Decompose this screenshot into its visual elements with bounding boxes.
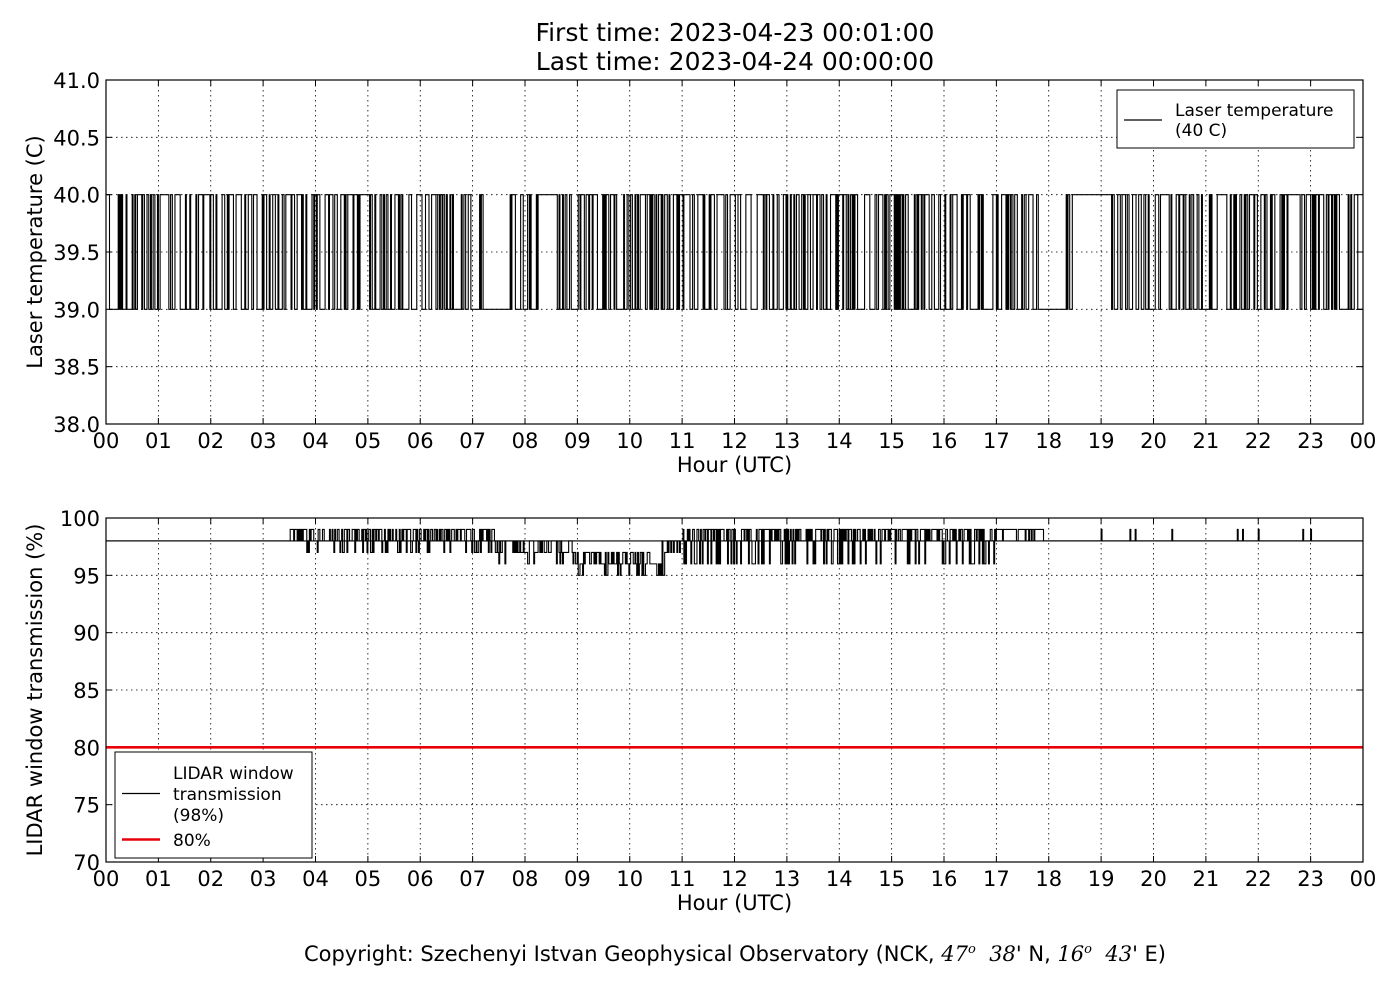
x-tick-label: 01 (145, 429, 172, 453)
x-tick-label: 17 (983, 429, 1010, 453)
y-tick-label: 90 (73, 622, 100, 646)
x-tick-label: 20 (1140, 867, 1167, 891)
x-tick-label: 00 (93, 867, 120, 891)
y-tick-label: 85 (73, 679, 100, 703)
y-tick-label: 38.5 (53, 356, 100, 380)
x-tick-label: 10 (616, 867, 643, 891)
copyright-footer: Copyright: Szechenyi Istvan Geophysical … (0, 938, 1400, 966)
laser-temperature-x-axis-label: Hour (UTC) (677, 453, 792, 477)
x-tick-label: 18 (1035, 867, 1062, 891)
plot-frame (105, 517, 1364, 863)
x-tick-label: 03 (250, 429, 277, 453)
laser-temperature-y-axis-label: Laser temperature (C) (23, 135, 47, 368)
x-tick-label: 21 (1193, 867, 1220, 891)
x-tick-label: 21 (1193, 429, 1220, 453)
x-tick-label: 03 (250, 867, 277, 891)
x-tick-label: 12 (721, 429, 748, 453)
x-tick-label: 15 (878, 429, 905, 453)
x-tick-label: 11 (669, 429, 696, 453)
y-tick-label: 95 (73, 564, 100, 588)
legend-label: LIDAR window (173, 764, 294, 784)
x-tick-label: 05 (355, 867, 382, 891)
x-tick-label: 23 (1297, 867, 1324, 891)
x-tick-label: 05 (355, 429, 382, 453)
x-tick-label: 02 (197, 429, 224, 453)
longitude-degree-symbol: o (1084, 942, 1092, 957)
x-tick-label: 04 (302, 429, 329, 453)
y-tick-label: 40.5 (53, 126, 100, 150)
x-tick-label: 22 (1245, 429, 1272, 453)
y-tick-label: 39.0 (53, 298, 100, 322)
copyright-prefix: Copyright: Szechenyi Istvan Geophysical … (303, 942, 942, 966)
longitude-minutes-number: 43 (1105, 942, 1133, 966)
latitude-minutes-number: 38 (989, 942, 1016, 966)
y-tick-label: 75 (73, 794, 100, 818)
laser-temperature-panel: 00 01 02 03 04 05 06 07 08 09 10 11 12 13 14 15 16 17 18 19… (23, 69, 1376, 477)
y-tick-label: 38.0 (53, 413, 100, 437)
x-tick-label: 14 (826, 867, 853, 891)
x-tick-label: 16 (931, 867, 958, 891)
x-tick-label: 04 (302, 867, 329, 891)
x-tick-label: 09 (564, 867, 591, 891)
legend-box (1116, 89, 1355, 149)
y-tick-label: 70 (73, 851, 100, 875)
latitude-degrees: 47 (941, 942, 968, 966)
longitude-minutes: ' E) (1132, 942, 1167, 966)
x-tick-label: 14 (826, 429, 853, 453)
legend-label: Laser temperature (1175, 101, 1333, 121)
x-tick-label: 10 (616, 429, 643, 453)
legend-label: 80% (173, 831, 211, 851)
longitude-degrees: 16 (1057, 942, 1085, 966)
legend-label: (98%) (173, 806, 224, 826)
y-tick-label: 80 (73, 736, 100, 760)
x-tick-label: 06 (407, 429, 434, 453)
x-tick-label: 06 (407, 867, 434, 891)
x-tick-label: 15 (878, 867, 905, 891)
x-tick-label: 08 (512, 429, 539, 453)
x-tick-label: 16 (931, 429, 958, 453)
x-tick-label: 00 (1350, 429, 1377, 453)
x-tick-label: 12 (721, 867, 748, 891)
x-tick-label: 02 (197, 867, 224, 891)
x-tick-label: 18 (1035, 429, 1062, 453)
x-tick-label: 22 (1245, 867, 1272, 891)
plot-frame (105, 79, 1364, 425)
y-tick-label: 41.0 (53, 69, 100, 93)
x-tick-label: 17 (983, 867, 1010, 891)
legend-label: transmission (173, 785, 282, 805)
y-tick-label: 100 (60, 507, 100, 531)
lidar-transmission-x-axis-label: Hour (UTC) (677, 891, 792, 915)
x-tick-label: 07 (459, 429, 486, 453)
lidar-transmission-y-axis-label: LIDAR window transmission (%) (23, 524, 47, 857)
x-tick-label: 19 (1088, 429, 1115, 453)
x-tick-label: 01 (145, 867, 172, 891)
chart-title-last-time: Last time: 2023-04-24 00:00:00 (535, 47, 935, 76)
x-tick-label: 08 (512, 867, 539, 891)
x-tick-label: 20 (1140, 429, 1167, 453)
x-tick-label: 11 (669, 867, 696, 891)
latitude-degree-symbol: o (968, 942, 976, 957)
y-tick-label: 40.0 (53, 184, 100, 208)
y-tick-label: 39.5 (53, 241, 100, 265)
latitude-minutes: ' N, (1015, 942, 1058, 966)
lidar-transmission-panel: 00 01 02 03 04 05 06 07 08 09 10 11 12 13 14 15 16 17 18 19… (23, 507, 1376, 915)
x-tick-label: 00 (93, 429, 120, 453)
x-tick-label: 19 (1088, 867, 1115, 891)
legend-label: (40 C) (1175, 121, 1227, 141)
laser-temperature-line (106, 194, 1363, 310)
x-tick-label: 13 (774, 429, 801, 453)
x-tick-label: 00 (1350, 867, 1377, 891)
x-tick-label: 23 (1297, 429, 1324, 453)
x-tick-label: 07 (459, 867, 486, 891)
x-tick-label: 09 (564, 429, 591, 453)
chart-title-first-time: First time: 2023-04-23 00:01:00 (535, 18, 935, 47)
x-tick-label: 13 (774, 867, 801, 891)
